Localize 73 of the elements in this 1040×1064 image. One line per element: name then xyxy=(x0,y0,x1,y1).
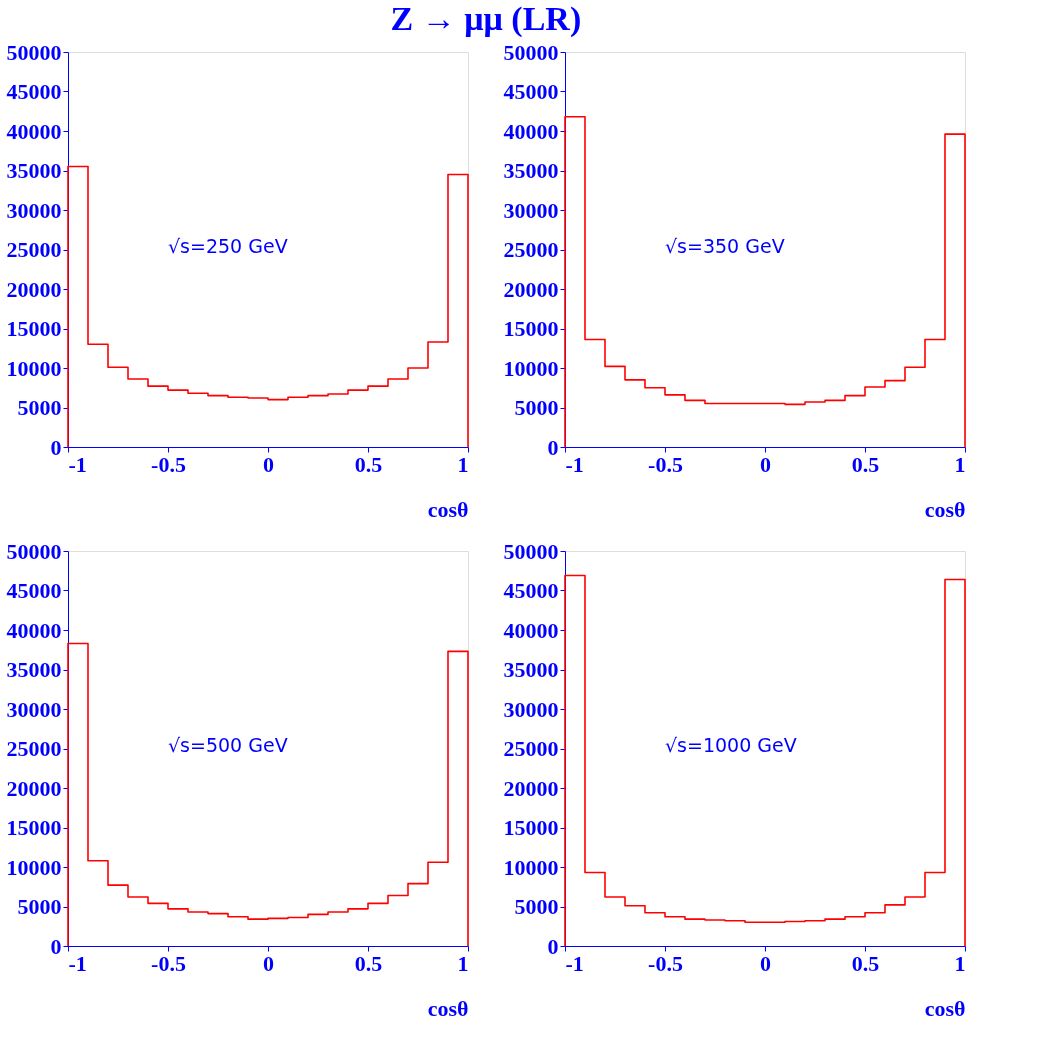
x-tick-label: 0.5 xyxy=(354,451,383,477)
y-tick-label: 30000 xyxy=(503,197,559,223)
y-tick-label: 30000 xyxy=(6,696,62,722)
x-tick-label: 0 xyxy=(263,451,274,477)
x-tick-label: -1 xyxy=(68,451,87,477)
y-tick-label: 10000 xyxy=(503,854,559,880)
y-tick-label: 5000 xyxy=(514,894,559,919)
y-tick-label: 0 xyxy=(547,434,559,460)
y-tick-label: 50000 xyxy=(503,39,559,65)
y-tick-label: 35000 xyxy=(6,158,62,183)
y-tick-label: 10000 xyxy=(503,355,559,381)
y-tick-label: 5000 xyxy=(17,894,62,919)
x-axis-title: cosθ xyxy=(924,496,966,522)
y-tick-label: 40000 xyxy=(503,118,559,144)
x-tick-label: 1 xyxy=(954,950,966,976)
y-tick-label: 25000 xyxy=(503,736,559,761)
y-tick-label: 40000 xyxy=(6,617,62,643)
y-tick-label: 5000 xyxy=(514,395,559,420)
y-tick-label: 45000 xyxy=(503,79,559,104)
x-tick-label: -1 xyxy=(565,950,584,976)
y-tick-label: 15000 xyxy=(6,815,62,840)
x-tick-label: -1 xyxy=(565,451,584,477)
y-tick-label: 35000 xyxy=(503,657,559,682)
x-tick-label: 0 xyxy=(760,950,771,976)
annotation: √s=250 GeV xyxy=(168,235,288,257)
y-tick-label: 25000 xyxy=(6,736,62,761)
x-tick-label: -0.5 xyxy=(151,451,186,477)
y-tick-label: 40000 xyxy=(503,617,559,643)
x-tick-label: 0.5 xyxy=(851,451,880,477)
y-tick-label: 25000 xyxy=(503,237,559,262)
x-axis-title: cosθ xyxy=(427,496,469,522)
annotation: √s=1000 GeV xyxy=(665,734,797,756)
y-tick-label: 10000 xyxy=(6,854,62,880)
y-tick-label: 45000 xyxy=(6,79,62,104)
y-tick-label: 15000 xyxy=(503,316,559,341)
y-tick-label: 20000 xyxy=(503,775,559,801)
y-tick-label: 50000 xyxy=(503,538,559,564)
y-tick-label: 45000 xyxy=(6,578,62,603)
y-tick-label: 15000 xyxy=(503,815,559,840)
y-tick-label: 10000 xyxy=(6,355,62,381)
x-tick-label: 1 xyxy=(457,950,469,976)
y-tick-label: 40000 xyxy=(6,118,62,144)
y-tick-label: 35000 xyxy=(503,158,559,183)
y-tick-label: 20000 xyxy=(503,276,559,302)
x-tick-label: 0.5 xyxy=(354,950,383,976)
x-tick-label: -1 xyxy=(68,950,87,976)
y-tick-label: 5000 xyxy=(17,395,62,420)
x-axis-title: cosθ xyxy=(427,995,469,1021)
y-tick-label: 30000 xyxy=(6,197,62,223)
x-tick-label: 0 xyxy=(263,950,274,976)
annotation: √s=350 GeV xyxy=(665,235,785,257)
x-tick-label: 0.5 xyxy=(851,950,880,976)
y-tick-label: 20000 xyxy=(6,775,62,801)
y-tick-label: 30000 xyxy=(503,696,559,722)
chart-title: Z → μμ (LR) xyxy=(390,0,582,38)
x-tick-label: -0.5 xyxy=(151,950,186,976)
x-tick-label: 0 xyxy=(760,451,771,477)
annotation: √s=500 GeV xyxy=(168,734,288,756)
x-tick-label: 1 xyxy=(954,451,966,477)
y-tick-label: 15000 xyxy=(6,316,62,341)
x-axis-title: cosθ xyxy=(924,995,966,1021)
y-tick-label: 50000 xyxy=(6,538,62,564)
y-tick-label: 50000 xyxy=(6,39,62,65)
x-tick-label: -0.5 xyxy=(648,451,683,477)
y-tick-label: 25000 xyxy=(6,237,62,262)
y-tick-label: 0 xyxy=(50,434,62,460)
x-tick-label: -0.5 xyxy=(648,950,683,976)
y-tick-label: 0 xyxy=(50,933,62,959)
y-tick-label: 45000 xyxy=(503,578,559,603)
y-tick-label: 20000 xyxy=(6,276,62,302)
y-tick-label: 35000 xyxy=(6,657,62,682)
y-tick-label: 0 xyxy=(547,933,559,959)
x-tick-label: 1 xyxy=(457,451,469,477)
